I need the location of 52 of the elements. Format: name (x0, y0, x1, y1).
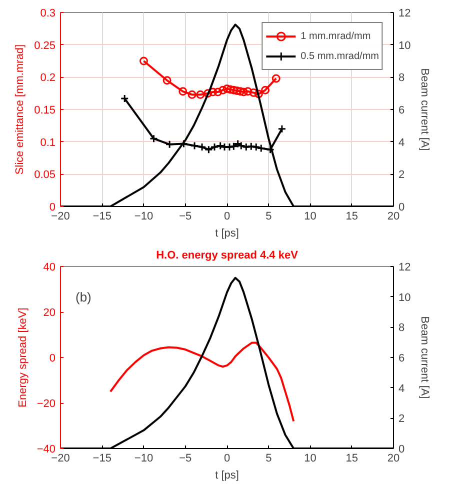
y-tick-label: 0.2 (40, 72, 56, 84)
y-tick-label: −40 (36, 444, 56, 456)
y-axis-title: Energy spread [keV] (16, 308, 29, 408)
x-tick-label: −15 (92, 210, 112, 222)
y-tick-label: −20 (36, 398, 56, 410)
y2-tick-label: 4 (398, 136, 405, 149)
y2-tick-label: 12 (398, 262, 411, 274)
y2-tick-label: 12 (398, 8, 411, 20)
x-tick-label: 10 (304, 210, 316, 222)
x-tick-label: −5 (179, 452, 192, 464)
legend-label: 1 mm.mrad/mm (300, 30, 371, 42)
x-tick-label: 10 (304, 452, 316, 464)
x-tick-label: −15 (92, 452, 112, 464)
x-tick-label: 5 (266, 452, 272, 464)
y-tick-label: 0.1 (40, 136, 56, 149)
x-tick-label: 0 (224, 210, 230, 222)
x-tick-label: −10 (134, 210, 154, 222)
x-tick-label: 15 (346, 210, 358, 222)
y-tick-label: 0.05 (34, 169, 56, 182)
y2-tick-label: 10 (398, 292, 411, 304)
y-axis-title: Slice emittance [mm.mrad] (14, 44, 26, 175)
y-tick-label: 0.3 (40, 8, 56, 20)
x-tick-label: 5 (266, 210, 272, 222)
y-tick-label: 0.15 (34, 104, 56, 116)
x-tick-label: 15 (346, 452, 358, 464)
chart-title: H.O. energy spread 4.4 keV (156, 250, 299, 262)
y2-tick-label: 6 (398, 104, 405, 116)
y2-tick-label: 8 (398, 322, 405, 334)
x-tick-label: −5 (179, 210, 192, 222)
y2-tick-label: 0 (398, 202, 405, 214)
y2-tick-label: 4 (398, 382, 405, 395)
x-axis-title: t [ps] (215, 228, 239, 240)
y2-tick-label: 10 (398, 40, 411, 52)
y2-tick-label: 2 (398, 169, 405, 182)
y-tick-label: 40 (43, 262, 56, 274)
y2-tick-label: 6 (398, 352, 405, 364)
x-tick-label: 20 (387, 452, 400, 464)
y2-axis-title: Beam current [A] (418, 68, 431, 151)
y-tick-label: 20 (43, 307, 56, 319)
y2-tick-label: 0 (398, 444, 405, 456)
legend-label: 0.5 mm.mrad/mm (300, 50, 379, 62)
y2-tick-label: 8 (398, 72, 405, 84)
annotation: (b) (76, 290, 92, 304)
y-tick-label: 0.25 (34, 40, 56, 52)
y-tick-label: 0 (49, 202, 56, 214)
x-axis-title: t [ps] (215, 470, 239, 482)
x-tick-label: 20 (387, 210, 400, 222)
x-tick-label: 0 (224, 452, 230, 464)
y-tick-label: 0 (49, 352, 56, 364)
y2-axis-title: Beam current [A] (418, 316, 431, 399)
x-tick-label: −10 (134, 452, 154, 464)
y2-tick-label: 2 (398, 413, 405, 426)
